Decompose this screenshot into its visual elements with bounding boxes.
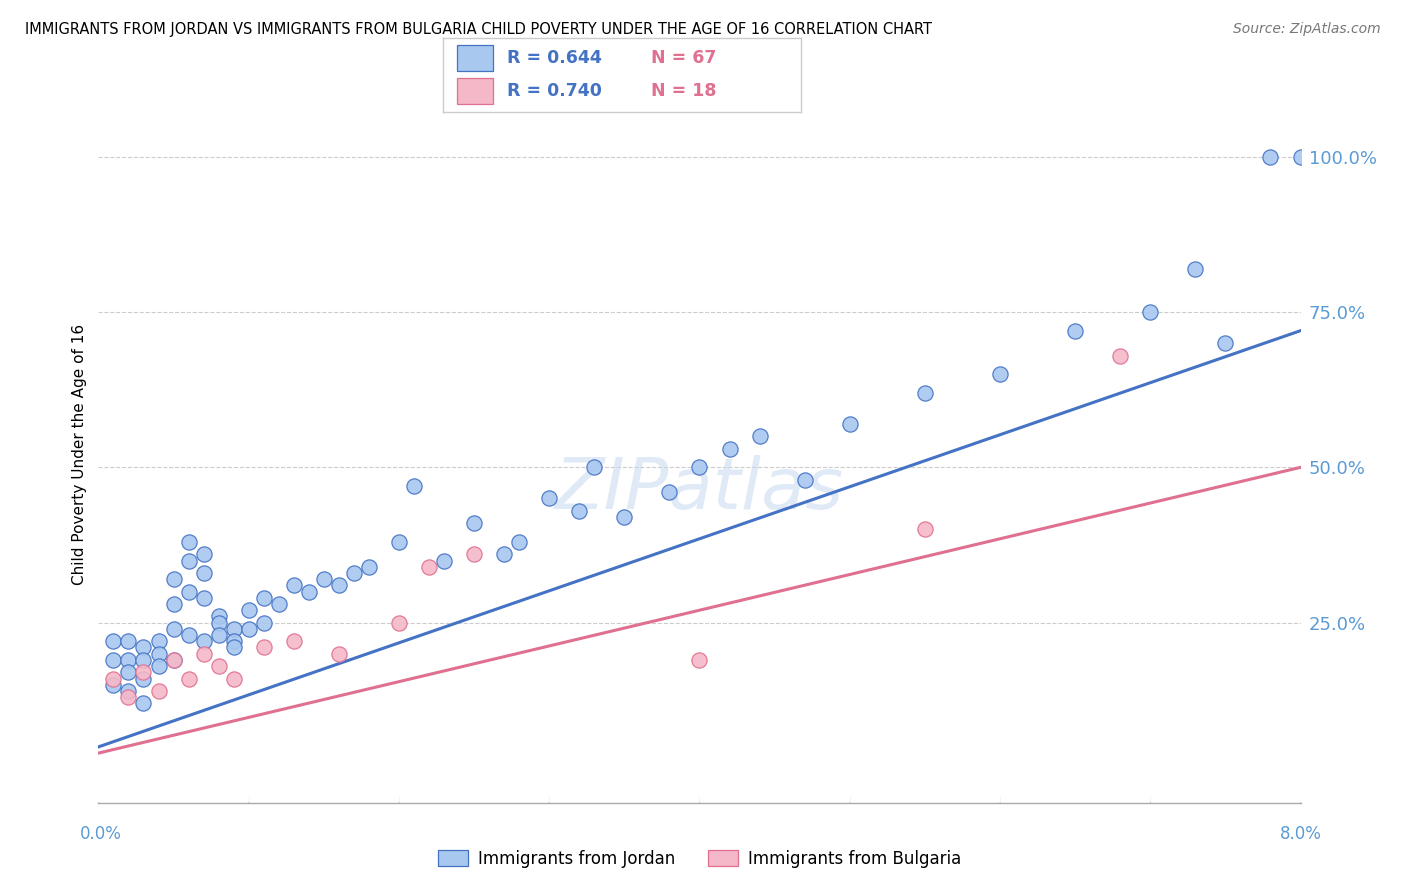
Point xyxy=(748,429,770,443)
Point xyxy=(1109,349,1132,363)
Point xyxy=(238,622,260,636)
Point xyxy=(613,510,636,524)
Point xyxy=(148,634,170,648)
Point xyxy=(568,504,591,518)
Point xyxy=(238,603,260,617)
Point xyxy=(193,591,215,605)
Point xyxy=(298,584,321,599)
Point xyxy=(177,534,200,549)
Point xyxy=(1215,336,1237,351)
Point xyxy=(343,566,366,580)
Point xyxy=(208,659,231,673)
Point xyxy=(162,572,184,586)
Point xyxy=(162,622,184,636)
Point xyxy=(283,578,305,592)
Point xyxy=(328,647,350,661)
Point xyxy=(193,647,215,661)
Point xyxy=(688,460,710,475)
Point xyxy=(117,665,139,680)
Point xyxy=(117,690,139,705)
Point xyxy=(1260,150,1282,164)
Text: 0.0%: 0.0% xyxy=(80,825,122,843)
Legend: Immigrants from Jordan, Immigrants from Bulgaria: Immigrants from Jordan, Immigrants from … xyxy=(430,843,969,874)
Point xyxy=(463,547,485,561)
Point xyxy=(402,479,425,493)
Point xyxy=(117,634,139,648)
Text: IMMIGRANTS FROM JORDAN VS IMMIGRANTS FROM BULGARIA CHILD POVERTY UNDER THE AGE O: IMMIGRANTS FROM JORDAN VS IMMIGRANTS FRO… xyxy=(25,22,932,37)
Text: 8.0%: 8.0% xyxy=(1279,825,1322,843)
Point xyxy=(312,572,335,586)
Point xyxy=(1289,150,1312,164)
Point xyxy=(103,672,125,686)
Point xyxy=(253,591,276,605)
Point xyxy=(838,417,860,431)
Bar xyxy=(457,45,494,71)
Text: N = 18: N = 18 xyxy=(651,82,716,100)
Point xyxy=(148,659,170,673)
Y-axis label: Child Poverty Under the Age of 16: Child Poverty Under the Age of 16 xyxy=(72,325,87,585)
Point xyxy=(193,547,215,561)
Point xyxy=(538,491,561,506)
Text: R = 0.644: R = 0.644 xyxy=(508,49,602,67)
Point xyxy=(117,684,139,698)
Bar xyxy=(457,78,494,104)
Point xyxy=(718,442,741,456)
Point xyxy=(132,640,155,655)
Point xyxy=(494,547,516,561)
Point xyxy=(177,553,200,567)
Point xyxy=(988,367,1011,381)
Point xyxy=(222,672,245,686)
Point xyxy=(222,634,245,648)
Point xyxy=(148,684,170,698)
Point xyxy=(283,634,305,648)
Point xyxy=(132,653,155,667)
Point xyxy=(583,460,606,475)
Point xyxy=(208,615,231,630)
Point xyxy=(253,615,276,630)
Point xyxy=(103,653,125,667)
Text: Source: ZipAtlas.com: Source: ZipAtlas.com xyxy=(1233,22,1381,37)
Point xyxy=(463,516,485,531)
Point xyxy=(193,566,215,580)
Point xyxy=(1139,305,1161,319)
Point xyxy=(162,653,184,667)
Point xyxy=(1064,324,1087,338)
Point xyxy=(433,553,456,567)
Point xyxy=(793,473,815,487)
Point xyxy=(208,628,231,642)
Point xyxy=(253,640,276,655)
Point xyxy=(103,634,125,648)
Text: N = 67: N = 67 xyxy=(651,49,716,67)
Point xyxy=(103,678,125,692)
Point xyxy=(357,559,380,574)
Point xyxy=(1184,261,1206,276)
Point xyxy=(508,534,530,549)
Point xyxy=(267,597,290,611)
Point xyxy=(328,578,350,592)
Point xyxy=(208,609,231,624)
Point xyxy=(688,653,710,667)
Point xyxy=(177,628,200,642)
Point xyxy=(222,640,245,655)
Point xyxy=(418,559,440,574)
Point xyxy=(177,672,200,686)
Point xyxy=(388,534,411,549)
Point xyxy=(117,653,139,667)
Point xyxy=(148,647,170,661)
Point xyxy=(132,665,155,680)
Point xyxy=(132,672,155,686)
Point xyxy=(162,653,184,667)
Point xyxy=(658,485,681,500)
Point xyxy=(914,385,936,400)
Point xyxy=(193,634,215,648)
Point xyxy=(162,597,184,611)
Point xyxy=(177,584,200,599)
Text: R = 0.740: R = 0.740 xyxy=(508,82,602,100)
Point xyxy=(132,697,155,711)
Point xyxy=(222,622,245,636)
Point xyxy=(388,615,411,630)
Text: ZIPatlas: ZIPatlas xyxy=(555,455,844,524)
Point xyxy=(914,523,936,537)
